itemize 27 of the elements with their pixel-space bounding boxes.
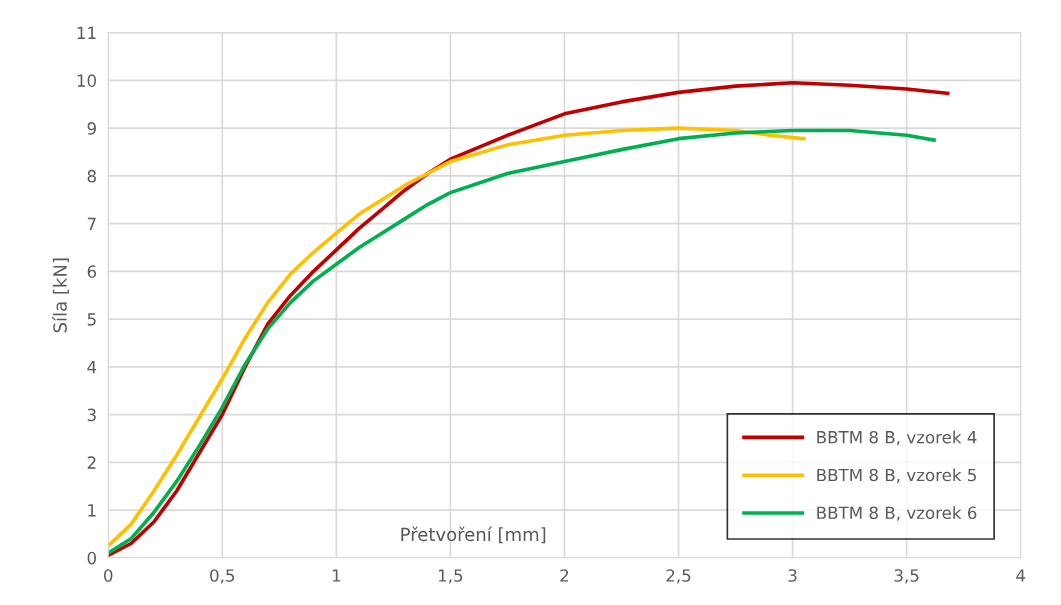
legend-label: BBTM 8 B, vzorek 4 bbox=[817, 430, 977, 446]
x-tick-label: 2 bbox=[560, 569, 569, 582]
x-tick-label: 4 bbox=[1016, 569, 1026, 582]
x-tick-label: 3,5 bbox=[894, 569, 919, 584]
x-tick-label: 3 bbox=[788, 569, 797, 582]
line-series bbox=[108, 126, 806, 548]
y-tick-label: 11 bbox=[77, 26, 96, 39]
y-tick-label: 5 bbox=[87, 313, 96, 326]
y-tick-label: 6 bbox=[87, 265, 97, 278]
x-tick-label: 1 bbox=[332, 569, 341, 582]
legend-label: BBTM 8 B, vzorek 6 bbox=[817, 506, 977, 521]
y-tick-label: 1 bbox=[88, 504, 96, 517]
x-tick-label: 2,5 bbox=[666, 569, 691, 584]
x-tick-label: 0 bbox=[104, 569, 113, 582]
legend-label: BBTM 8 B, vzorek 5 bbox=[817, 468, 976, 483]
y-axis-title: Síla [kN] bbox=[52, 258, 69, 333]
y-tick-label: 7 bbox=[87, 217, 96, 230]
y-tick-label: 10 bbox=[77, 74, 96, 87]
y-tick-label: 3 bbox=[87, 408, 96, 422]
y-tick-label: 8 bbox=[87, 169, 96, 183]
x-tick-label: 1,5 bbox=[438, 569, 463, 584]
y-tick-label: 0 bbox=[87, 551, 96, 565]
x-tick-label: 0,5 bbox=[210, 569, 235, 584]
y-tick-label: 2 bbox=[87, 456, 96, 469]
y-tick-label: 9 bbox=[87, 122, 96, 135]
x-axis-title: Přetvoření [mm] bbox=[401, 526, 546, 544]
y-tick-label: 4 bbox=[87, 361, 97, 374]
